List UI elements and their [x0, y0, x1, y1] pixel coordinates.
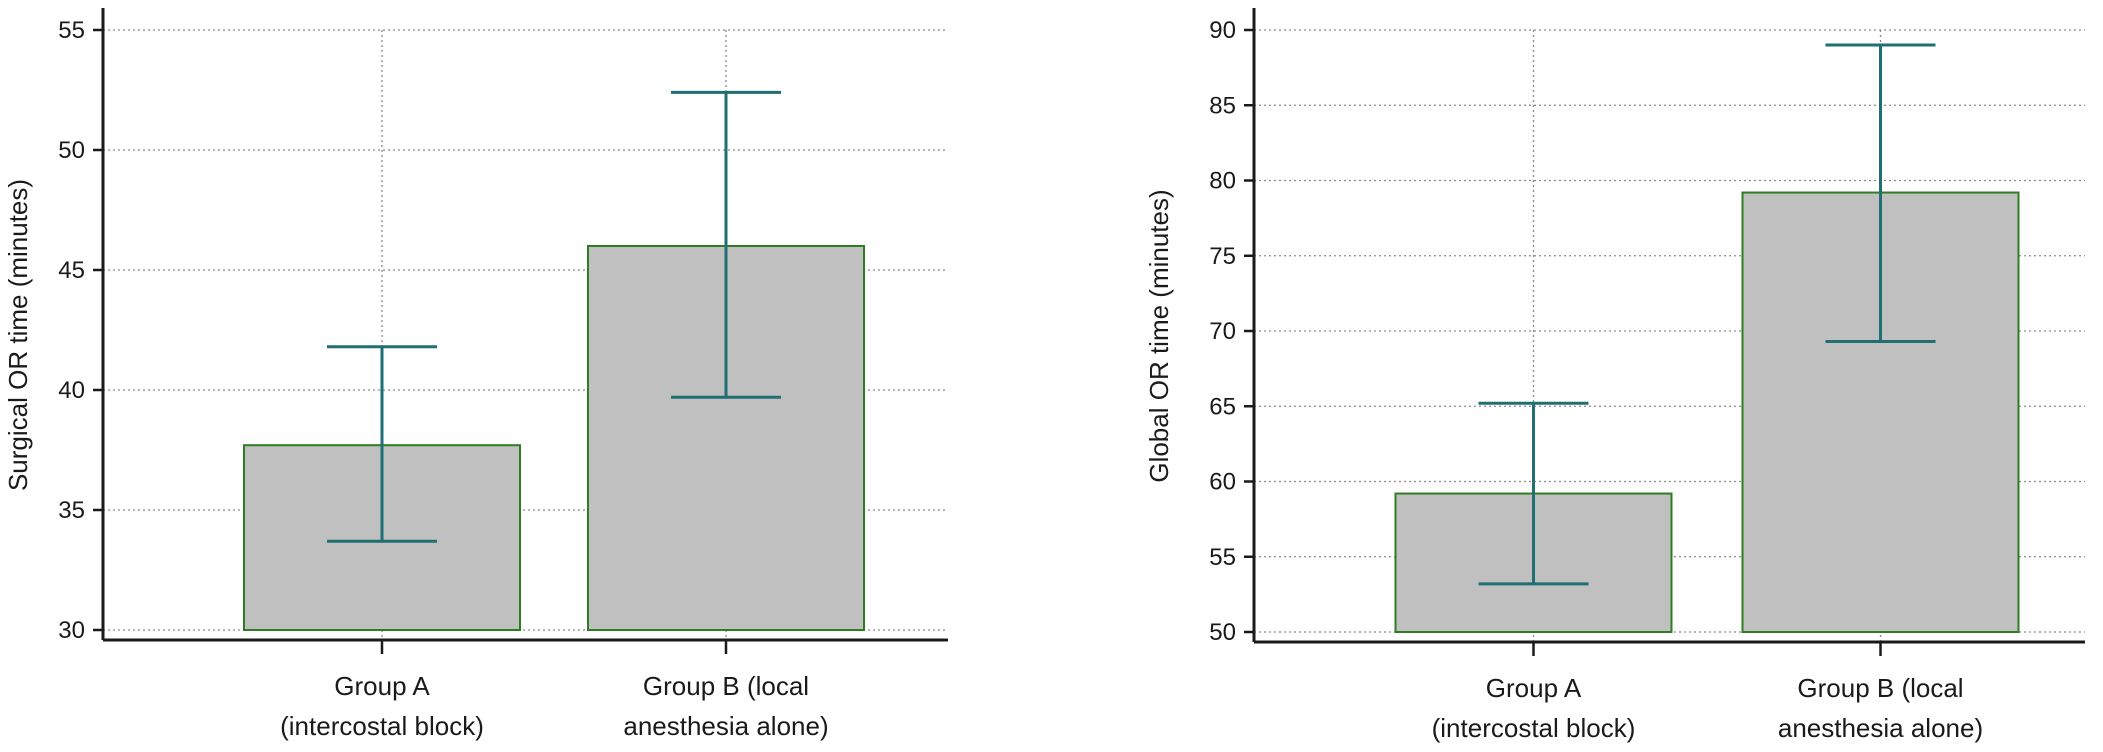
x-tick-label: anesthesia alone): [623, 711, 828, 741]
y-axis-title: Surgical OR time (minutes): [3, 179, 33, 491]
y-tick-label: 40: [58, 377, 85, 404]
surgical-or-time-chart: 30 35 40 45 50 55 Group A (intercostal block) Gr…: [3, 8, 948, 741]
x-tick-label: Group A: [334, 671, 430, 701]
y-tick-label: 75: [1209, 243, 1236, 270]
x-tick-label: Group B (local: [643, 671, 809, 701]
y-tick-label: 45: [58, 257, 85, 284]
x-tick-label: (intercostal block): [280, 711, 484, 741]
x-tick-label: Group A: [1486, 673, 1582, 703]
y-tick-label: 50: [58, 137, 85, 164]
y-tick-label: 70: [1209, 318, 1236, 345]
y-tick-label: 80: [1209, 168, 1236, 195]
y-tick-label: 55: [58, 17, 85, 44]
x-tick-label: Group B (local: [1797, 673, 1963, 703]
y-tick-label: 30: [58, 617, 85, 644]
y-tick-label: 35: [58, 497, 85, 524]
global-or-time-chart: 50 55 60 65 70 75 80 85 90 Group A (intercostal bl…: [1144, 8, 2085, 743]
x-tick-label: (intercostal block): [1432, 713, 1636, 743]
y-tick-label: 55: [1209, 544, 1236, 571]
y-tick-label: 50: [1209, 619, 1236, 646]
y-tick-label: 85: [1209, 92, 1236, 119]
x-tick-label: anesthesia alone): [1778, 713, 1983, 743]
y-tick-label: 60: [1209, 469, 1236, 496]
y-axis-title: Global OR time (minutes): [1144, 189, 1174, 482]
y-tick-label: 90: [1209, 17, 1236, 44]
y-tick-label: 65: [1209, 393, 1236, 420]
